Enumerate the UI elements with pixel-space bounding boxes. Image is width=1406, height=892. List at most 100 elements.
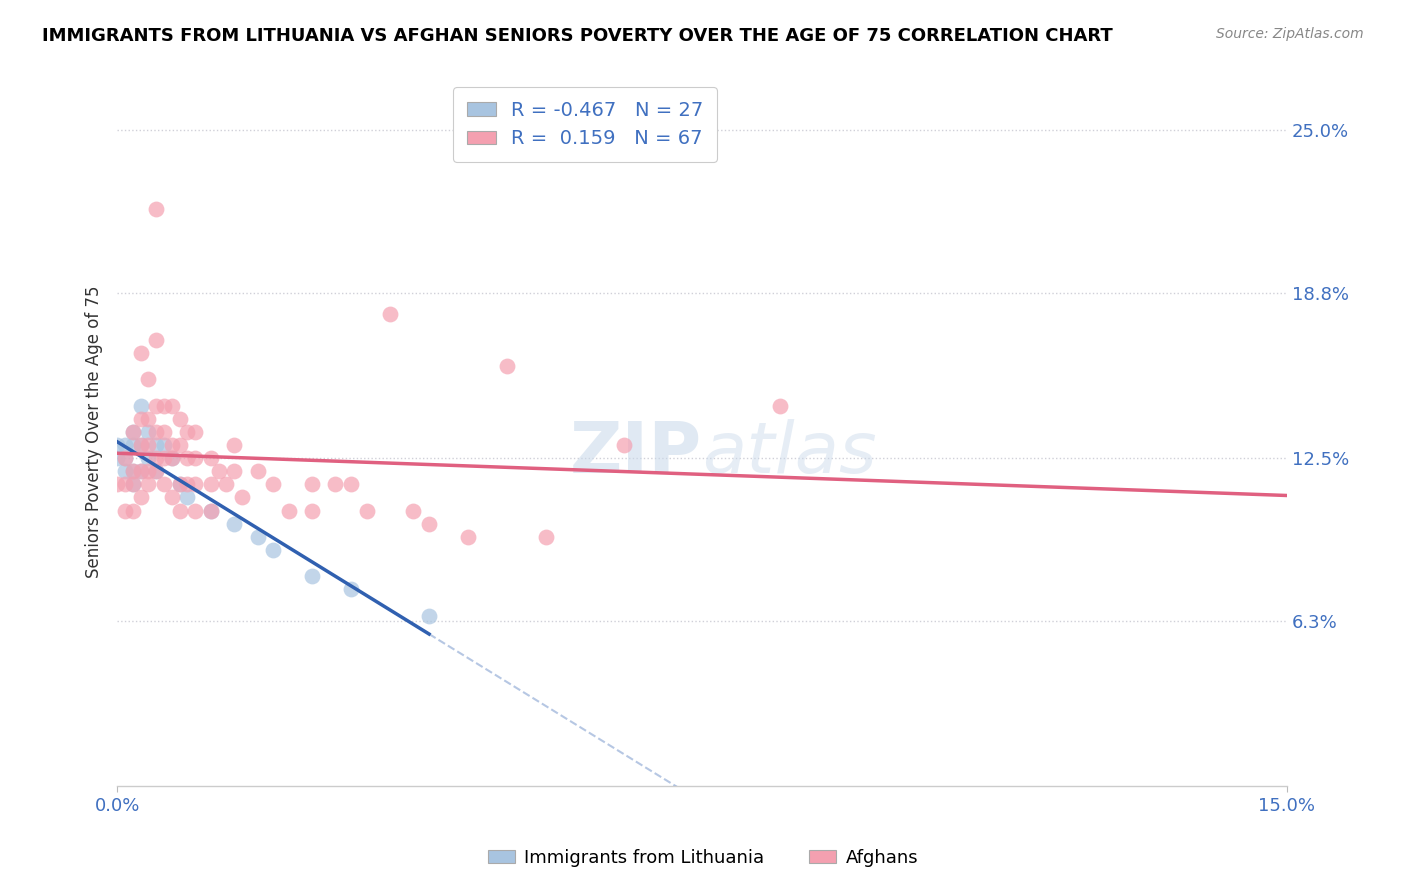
Point xyxy=(138,477,160,491)
Point xyxy=(200,503,222,517)
Point xyxy=(176,425,198,439)
Point xyxy=(418,516,440,531)
Point xyxy=(200,450,222,465)
Point xyxy=(138,450,160,465)
Point xyxy=(121,464,143,478)
Point xyxy=(378,307,401,321)
Y-axis label: Seniors Poverty Over the Age of 75: Seniors Poverty Over the Age of 75 xyxy=(86,285,103,578)
Point xyxy=(114,503,136,517)
Point xyxy=(176,450,198,465)
Point xyxy=(246,530,269,544)
Point xyxy=(114,464,136,478)
Point xyxy=(145,425,167,439)
Point xyxy=(121,464,143,478)
Point xyxy=(160,399,183,413)
Point xyxy=(129,346,152,360)
Point xyxy=(356,503,378,517)
Point xyxy=(262,542,284,557)
Point xyxy=(153,477,176,491)
Point xyxy=(138,425,160,439)
Point xyxy=(153,425,176,439)
Point xyxy=(121,477,143,491)
Point xyxy=(301,569,323,583)
Point xyxy=(169,477,191,491)
Point xyxy=(184,450,207,465)
Point xyxy=(138,438,160,452)
Point xyxy=(129,464,152,478)
Point xyxy=(340,477,363,491)
Point xyxy=(145,333,167,347)
Point xyxy=(224,438,246,452)
Text: Source: ZipAtlas.com: Source: ZipAtlas.com xyxy=(1216,27,1364,41)
Point xyxy=(138,411,160,425)
Point xyxy=(160,438,183,452)
Point xyxy=(176,477,198,491)
Point xyxy=(114,438,136,452)
Text: atlas: atlas xyxy=(702,418,876,488)
Point xyxy=(114,450,136,465)
Point xyxy=(301,477,323,491)
Point xyxy=(145,438,167,452)
Point xyxy=(184,477,207,491)
Point xyxy=(402,503,425,517)
Text: ZIP: ZIP xyxy=(569,418,702,488)
Point xyxy=(224,516,246,531)
Point xyxy=(121,438,143,452)
Point xyxy=(613,438,636,452)
Point xyxy=(496,359,519,374)
Point xyxy=(114,477,136,491)
Text: IMMIGRANTS FROM LITHUANIA VS AFGHAN SENIORS POVERTY OVER THE AGE OF 75 CORRELATI: IMMIGRANTS FROM LITHUANIA VS AFGHAN SENI… xyxy=(42,27,1114,45)
Legend: R = -0.467   N = 27, R =  0.159   N = 67: R = -0.467 N = 27, R = 0.159 N = 67 xyxy=(453,87,717,162)
Point xyxy=(145,450,167,465)
Point xyxy=(769,399,792,413)
Point xyxy=(145,464,167,478)
Point xyxy=(301,503,323,517)
Point xyxy=(325,477,347,491)
Point xyxy=(153,450,176,465)
Point xyxy=(418,608,440,623)
Point xyxy=(129,438,152,452)
Point xyxy=(121,503,143,517)
Point xyxy=(200,477,222,491)
Point xyxy=(129,464,152,478)
Point xyxy=(145,399,167,413)
Point xyxy=(169,503,191,517)
Point xyxy=(129,411,152,425)
Point xyxy=(105,477,128,491)
Legend: Immigrants from Lithuania, Afghans: Immigrants from Lithuania, Afghans xyxy=(481,842,925,874)
Point xyxy=(262,477,284,491)
Point xyxy=(160,450,183,465)
Point xyxy=(169,411,191,425)
Point xyxy=(277,503,299,517)
Point xyxy=(138,464,160,478)
Point xyxy=(184,425,207,439)
Point xyxy=(145,464,167,478)
Point xyxy=(169,477,191,491)
Point xyxy=(184,503,207,517)
Point xyxy=(176,491,198,505)
Point xyxy=(153,438,176,452)
Point xyxy=(121,425,143,439)
Point xyxy=(534,530,557,544)
Point xyxy=(121,477,143,491)
Point xyxy=(129,399,152,413)
Point xyxy=(246,464,269,478)
Point xyxy=(160,450,183,465)
Point xyxy=(169,438,191,452)
Point xyxy=(224,464,246,478)
Point xyxy=(145,202,167,216)
Point xyxy=(121,425,143,439)
Point xyxy=(160,491,183,505)
Point xyxy=(105,438,128,452)
Point xyxy=(457,530,479,544)
Point xyxy=(114,450,136,465)
Point xyxy=(153,399,176,413)
Point xyxy=(129,438,152,452)
Point xyxy=(138,372,160,386)
Point xyxy=(215,477,238,491)
Point xyxy=(231,491,253,505)
Point xyxy=(200,503,222,517)
Point xyxy=(207,464,229,478)
Point xyxy=(340,582,363,597)
Point xyxy=(129,491,152,505)
